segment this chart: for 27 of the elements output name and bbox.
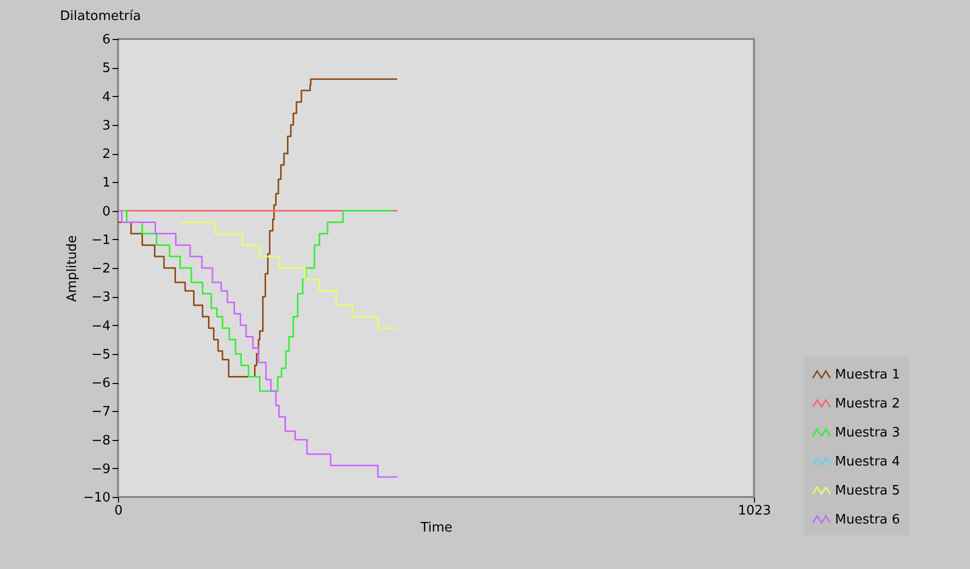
y-tick-label: 6 [102, 32, 110, 48]
y-tick-label: −2 [91, 262, 110, 276]
y-tick-label: 0 [102, 204, 110, 220]
y-tick-label: −4 [91, 318, 110, 334]
x-tick-label: 1023 [738, 504, 772, 518]
y-tick-label: 5 [102, 61, 110, 76]
y-tick-label: −5 [91, 347, 110, 362]
legend-label: Muestra 6 [835, 512, 900, 528]
y-axis-title: Amplitude [65, 235, 80, 302]
y-tick-label: −7 [91, 404, 110, 420]
y-tick-label: −10 [83, 490, 110, 506]
y-tick-label: −6 [91, 376, 110, 391]
y-tick-label: 2 [102, 147, 110, 162]
legend-label: Muestra 1 [835, 368, 900, 382]
legend-label: Muestra 4 [835, 454, 900, 470]
y-tick-label: −9 [91, 462, 110, 477]
y-tick-label: −3 [91, 290, 110, 306]
chart-title: Dilatometría [60, 9, 141, 24]
y-tick-label: 3 [102, 118, 110, 134]
legend-label: Muestra 2 [835, 396, 900, 412]
y-tick-label: 1 [102, 176, 110, 191]
y-tick-label: 4 [102, 90, 110, 105]
x-axis-title: Time [420, 520, 452, 536]
legend-label: Muestra 3 [835, 426, 900, 440]
y-tick-label: −8 [91, 433, 110, 448]
y-tick-label: −1 [91, 232, 110, 248]
legend-label: Muestra 5 [835, 484, 900, 498]
